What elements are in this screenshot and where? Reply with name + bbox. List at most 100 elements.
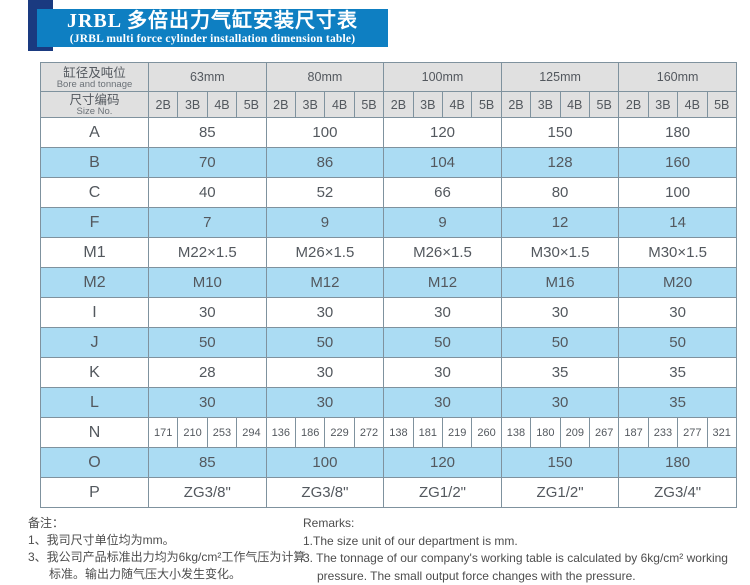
- notes-en-item-3: 3. The tonnage of our company's working …: [303, 551, 728, 583]
- size-header-160mm: 160mm: [618, 62, 737, 92]
- row-label-N: N: [40, 417, 149, 448]
- cell-O-63mm: 85: [148, 447, 267, 478]
- page-title-zh: JRBL 多倍出力气缸安装尺寸表: [66, 10, 359, 32]
- bore-tonnage-header: 缸径及吨位 Bore and tonnage: [40, 62, 149, 92]
- row-label-C: C: [40, 177, 149, 208]
- cell-N-160mm-4B: 277: [677, 417, 708, 448]
- table-row-M1: M1 M22×1.5 M26×1.5 M26×1.5 M30×1.5 M30×1.5: [40, 237, 737, 268]
- cell-M2-100mm: M12: [383, 267, 502, 298]
- cell-M1-63mm: M22×1.5: [148, 237, 267, 268]
- row-label-P: P: [40, 477, 149, 508]
- cell-I-125mm: 30: [500, 297, 620, 328]
- cell-J-160mm: 50: [618, 327, 737, 358]
- notes-zh-item-1: 1、我司尺寸单位均为mm。: [28, 533, 175, 547]
- cell-F-100mm: 9: [383, 207, 502, 238]
- cell-A-125mm: 150: [500, 117, 620, 148]
- table-row-P: P ZG3/8" ZG3/8" ZG1/2" ZG1/2" ZG3/4": [40, 477, 737, 508]
- cell-N-160mm-5B: 321: [706, 417, 737, 448]
- cell-K-160mm: 35: [618, 357, 737, 388]
- cell-N-100mm-4B: 219: [441, 417, 473, 448]
- table-row-J: J 50 50 50 50 50: [40, 327, 737, 358]
- cell-C-80mm: 52: [265, 177, 385, 208]
- cell-I-100mm: 30: [383, 297, 502, 328]
- cell-F-80mm: 9: [265, 207, 385, 238]
- cell-J-100mm: 50: [383, 327, 502, 358]
- row-label-L: L: [40, 387, 149, 418]
- cell-L-125mm: 30: [500, 387, 620, 418]
- tonnage-header-100mm-3B: 3B: [412, 91, 444, 118]
- title-banner: JRBL 多倍出力气缸安装尺寸表 (JRBL multi force cylin…: [37, 9, 388, 47]
- tonnage-header-125mm-4B: 4B: [559, 91, 590, 118]
- cell-K-125mm: 35: [500, 357, 620, 388]
- cell-P-100mm: ZG1/2": [383, 477, 502, 508]
- cell-F-125mm: 12: [500, 207, 620, 238]
- cell-O-160mm: 180: [618, 447, 737, 478]
- size-header-125mm: 125mm: [500, 62, 620, 92]
- table-row-L: L 30 30 30 30 35: [40, 387, 737, 418]
- cell-N-125mm-4B: 209: [559, 417, 590, 448]
- cell-N-80mm-2B: 136: [265, 417, 297, 448]
- cell-B-100mm: 104: [383, 147, 502, 178]
- tonnage-header-63mm-3B: 3B: [177, 91, 208, 118]
- cell-I-80mm: 30: [265, 297, 385, 328]
- table-row-A: A 85 100 120 150 180: [40, 117, 737, 148]
- size-header-80mm: 80mm: [265, 62, 385, 92]
- cell-N-100mm-2B: 138: [383, 417, 414, 448]
- cell-N-80mm-5B: 272: [353, 417, 385, 448]
- cell-L-100mm: 30: [383, 387, 502, 418]
- cell-A-63mm: 85: [148, 117, 267, 148]
- row-label-O: O: [40, 447, 149, 478]
- cell-J-125mm: 50: [500, 327, 620, 358]
- cell-N-100mm-3B: 181: [412, 417, 444, 448]
- table-row-I: I 30 30 30 30 30: [40, 297, 737, 328]
- cell-M2-125mm: M16: [500, 267, 620, 298]
- cell-A-100mm: 120: [383, 117, 502, 148]
- table-row-K: K 28 30 30 35 35: [40, 357, 737, 388]
- table-row-F: F 7 9 9 12 14: [40, 207, 737, 238]
- row-label-F: F: [40, 207, 149, 238]
- cell-M1-125mm: M30×1.5: [500, 237, 620, 268]
- notes-zh-item-3: 3、我公司产品标准出力均为6kg/cm²工作气压为计算标准。输出力随气压大小发生…: [28, 550, 306, 581]
- table-row-C: C 40 52 66 80 100: [40, 177, 737, 208]
- cell-K-63mm: 28: [148, 357, 267, 388]
- table-row-O: O 85 100 120 150 180: [40, 447, 737, 478]
- cell-M1-100mm: M26×1.5: [383, 237, 502, 268]
- size-header-63mm: 63mm: [148, 62, 267, 92]
- size-no-label-zh: 尺寸编码: [69, 93, 120, 107]
- cell-N-100mm-5B: 260: [471, 417, 502, 448]
- size-no-header: 尺寸编码 Size No.: [40, 91, 149, 118]
- cell-M1-160mm: M30×1.5: [618, 237, 737, 268]
- row-label-I: I: [40, 297, 149, 328]
- tonnage-header-63mm-4B: 4B: [206, 91, 238, 118]
- cell-C-100mm: 66: [383, 177, 502, 208]
- cell-N-63mm-4B: 253: [206, 417, 238, 448]
- tonnage-header-100mm-5B: 5B: [471, 91, 502, 118]
- row-label-K: K: [40, 357, 149, 388]
- tonnage-header-160mm-4B: 4B: [677, 91, 708, 118]
- table-row-M2: M2 M10 M12 M12 M16 M20: [40, 267, 737, 298]
- cell-N-63mm-3B: 210: [177, 417, 208, 448]
- page-title-en: (JRBL multi force cylinder installation …: [69, 33, 356, 45]
- cell-L-63mm: 30: [148, 387, 267, 418]
- row-label-M1: M1: [40, 237, 149, 268]
- cell-B-160mm: 160: [618, 147, 737, 178]
- tonnage-header-100mm-2B: 2B: [383, 91, 414, 118]
- cell-O-125mm: 150: [500, 447, 620, 478]
- tonnage-header-80mm-3B: 3B: [294, 91, 326, 118]
- cell-F-160mm: 14: [618, 207, 737, 238]
- cell-N-125mm-5B: 267: [588, 417, 620, 448]
- cell-N-160mm-2B: 187: [618, 417, 649, 448]
- cell-P-80mm: ZG3/8": [265, 477, 385, 508]
- cell-P-160mm: ZG3/4": [618, 477, 737, 508]
- notes-english: Remarks: 1.The size unit of our departme…: [303, 515, 750, 585]
- tonnage-header-125mm-2B: 2B: [500, 91, 532, 118]
- tonnage-header-160mm-3B: 3B: [647, 91, 679, 118]
- size-header-100mm: 100mm: [383, 62, 502, 92]
- cell-B-63mm: 70: [148, 147, 267, 178]
- tonnage-header-160mm-2B: 2B: [618, 91, 649, 118]
- row-label-M2: M2: [40, 267, 149, 298]
- dimension-table-container: 缸径及吨位 Bore and tonnage 63mm 80mm 100mm 125mm 1…: [40, 62, 737, 508]
- notes-zh-heading: 备注：: [28, 516, 65, 530]
- cell-C-160mm: 100: [618, 177, 737, 208]
